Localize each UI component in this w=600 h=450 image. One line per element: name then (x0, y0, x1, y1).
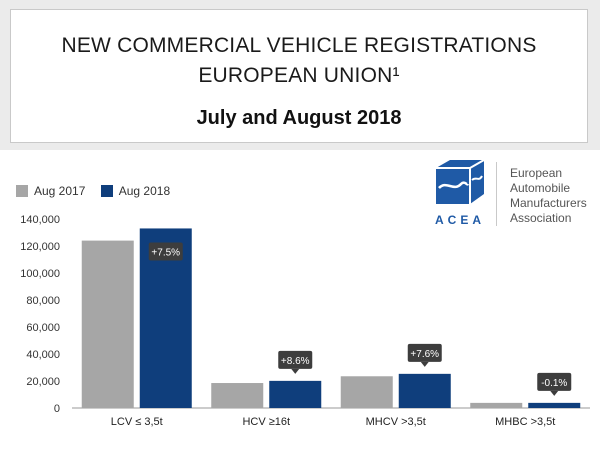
bar (398, 373, 451, 408)
title-line-2: EUROPEAN UNION¹ (198, 64, 400, 87)
legend-swatch-aug-2017 (16, 185, 28, 197)
bar (528, 402, 581, 408)
org-name-line-2: Automobile (510, 181, 571, 195)
y-tick-label: 80,000 (26, 295, 60, 307)
change-label-box (407, 343, 442, 362)
change-label: -0.1% (541, 378, 567, 389)
bar (470, 402, 523, 408)
change-label: +7.6% (410, 349, 439, 360)
y-tick-label: 20,000 (26, 376, 60, 388)
title-box: NEW COMMERCIAL VEHICLE REGISTRATIONS EUR… (10, 9, 588, 143)
acea-org-name: European Automobile Manufacturers Associ… (510, 166, 587, 226)
x-tick-label: MHBC >3,5t (495, 416, 555, 428)
x-tick-label: LCV ≤ 3,5t (111, 416, 163, 428)
x-tick-label: HCV ≥16t (242, 416, 290, 428)
change-label: +8.6% (281, 356, 310, 367)
y-tick-label: 0 (54, 403, 60, 415)
acea-logo-mark (436, 159, 485, 204)
title-line-1: NEW COMMERCIAL VEHICLE REGISTRATIONS (61, 34, 537, 57)
bar (81, 240, 134, 408)
legend-item-aug-2017: Aug 2017 (16, 184, 85, 198)
legend-item-aug-2018: Aug 2018 (100, 184, 171, 198)
legend-label-aug-2018: Aug 2018 (118, 184, 171, 198)
org-name-line-1: European (510, 166, 563, 180)
org-name-line-3: Manufacturers (510, 196, 587, 210)
bar (340, 376, 393, 408)
chart-subtitle: July and August 2018 (196, 107, 402, 129)
chart-legend: Aug 2017 Aug 2018 (16, 184, 182, 200)
bar (211, 383, 264, 408)
y-tick-label: 100,000 (20, 268, 60, 280)
change-label-pointer (291, 368, 300, 374)
change-label-box (148, 242, 183, 261)
change-label-box (278, 350, 313, 369)
change-label-pointer (550, 390, 559, 396)
logo-divider (496, 162, 497, 226)
org-name-line-4: Association (510, 211, 572, 225)
y-tick-label: 120,000 (20, 241, 60, 253)
y-tick-label: 60,000 (26, 322, 60, 334)
change-label-box (537, 372, 572, 391)
change-label-pointer (420, 361, 429, 367)
change-label: +7.5% (151, 247, 180, 258)
y-tick-label: 140,000 (20, 214, 60, 226)
legend-label-aug-2017: Aug 2017 (34, 184, 86, 198)
bar (269, 380, 322, 408)
y-tick-label: 40,000 (26, 349, 60, 361)
acea-wordmark: ACEA (435, 213, 486, 227)
legend-swatch-aug-2018 (100, 185, 113, 197)
x-tick-label: MHCV >3,5t (366, 416, 426, 428)
